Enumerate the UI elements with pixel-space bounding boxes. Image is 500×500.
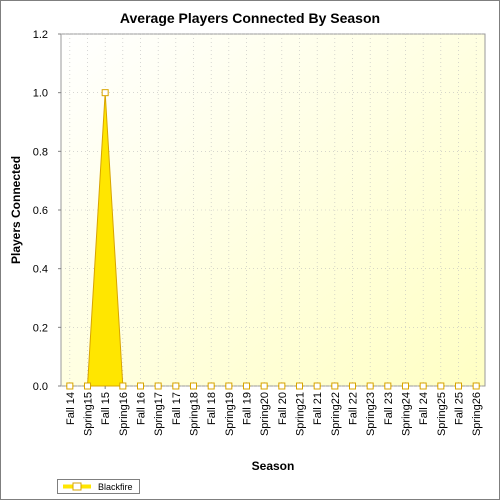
data-point-marker [260, 382, 268, 390]
data-point-marker [455, 382, 462, 390]
x-tick-label: Fall 17 [171, 392, 183, 425]
data-point-marker [154, 382, 162, 390]
data-point-marker [172, 382, 180, 390]
y-tick-label: 0.2 [33, 322, 48, 334]
data-point-marker [366, 382, 374, 390]
x-tick-label: Spring18 [189, 392, 201, 436]
chart-title: Average Players Connected By Season [120, 10, 380, 26]
y-tick-label: 1.0 [33, 88, 48, 100]
legend-label: Blackfire [98, 481, 133, 492]
data-point-marker [101, 89, 109, 97]
data-point-marker [119, 382, 127, 390]
legend: Blackfire [57, 479, 140, 494]
data-point-marker [296, 382, 303, 390]
x-tick-label: Fall 22 [348, 392, 360, 425]
x-tick-label: Spring16 [118, 392, 130, 436]
x-tick-label: Fall 19 [242, 392, 254, 425]
grid-lines [61, 33, 485, 387]
data-point-marker [402, 382, 409, 390]
x-tick-label: Spring20 [259, 392, 271, 436]
x-tick-label: Fall 20 [277, 392, 289, 425]
x-tick-label: Fall 23 [383, 392, 395, 425]
data-point-marker [349, 382, 356, 390]
x-tick-label: Fall 16 [136, 392, 148, 425]
x-tick-label: Fall 18 [206, 392, 218, 425]
data-point-marker [84, 382, 91, 390]
y-tick-label: 0.4 [33, 264, 48, 276]
x-tick-label: Fall 21 [312, 392, 324, 425]
x-tick-label: Fall 14 [65, 392, 77, 425]
x-tick-label: Spring25 [436, 392, 448, 436]
x-tick-label: Fall 15 [100, 392, 112, 425]
x-axis-ticks: Fall 14 Spring15 Fall 15 Spring16 Fall 16 Spr… [65, 386, 483, 436]
data-point-marker [190, 382, 197, 390]
x-tick-label: Spring17 [153, 392, 165, 436]
data-point-marker [243, 382, 250, 390]
x-axis-title: Season [252, 459, 295, 473]
data-point-marker [437, 382, 445, 390]
data-point-marker [278, 382, 286, 390]
y-tick-label: 0.6 [33, 205, 48, 217]
x-tick-label: Spring21 [295, 392, 307, 436]
data-point-marker [313, 382, 321, 390]
data-point-marker [419, 382, 427, 390]
data-point-marker [472, 382, 480, 390]
y-axis-title: Players Connected [9, 156, 23, 264]
y-tick-label: 0.8 [33, 146, 48, 158]
x-tick-label: Spring15 [83, 392, 95, 436]
x-tick-label: Spring24 [401, 392, 413, 436]
x-tick-label: Spring19 [224, 392, 236, 436]
x-tick-label: Spring23 [365, 392, 377, 436]
data-point-marker [384, 382, 392, 390]
x-tick-label: Fall 25 [454, 392, 466, 425]
data-point-marker [137, 382, 144, 390]
data-point-marker [66, 382, 74, 390]
y-tick-label: 1.2 [33, 29, 48, 41]
data-point-marker [331, 382, 339, 390]
series-marker-layer [65, 89, 481, 390]
data-point-marker [207, 382, 215, 390]
data-point-marker [225, 382, 233, 390]
x-tick-label: Spring22 [330, 392, 342, 436]
y-axis-ticks: 0.0 0.2 0.4 0.6 0.8 1.0 1.2 [33, 29, 61, 393]
legend-swatch-icon [63, 482, 91, 491]
y-tick-label: 0.0 [33, 381, 48, 393]
x-tick-label: Spring26 [471, 392, 483, 436]
x-tick-label: Fall 24 [418, 392, 430, 425]
